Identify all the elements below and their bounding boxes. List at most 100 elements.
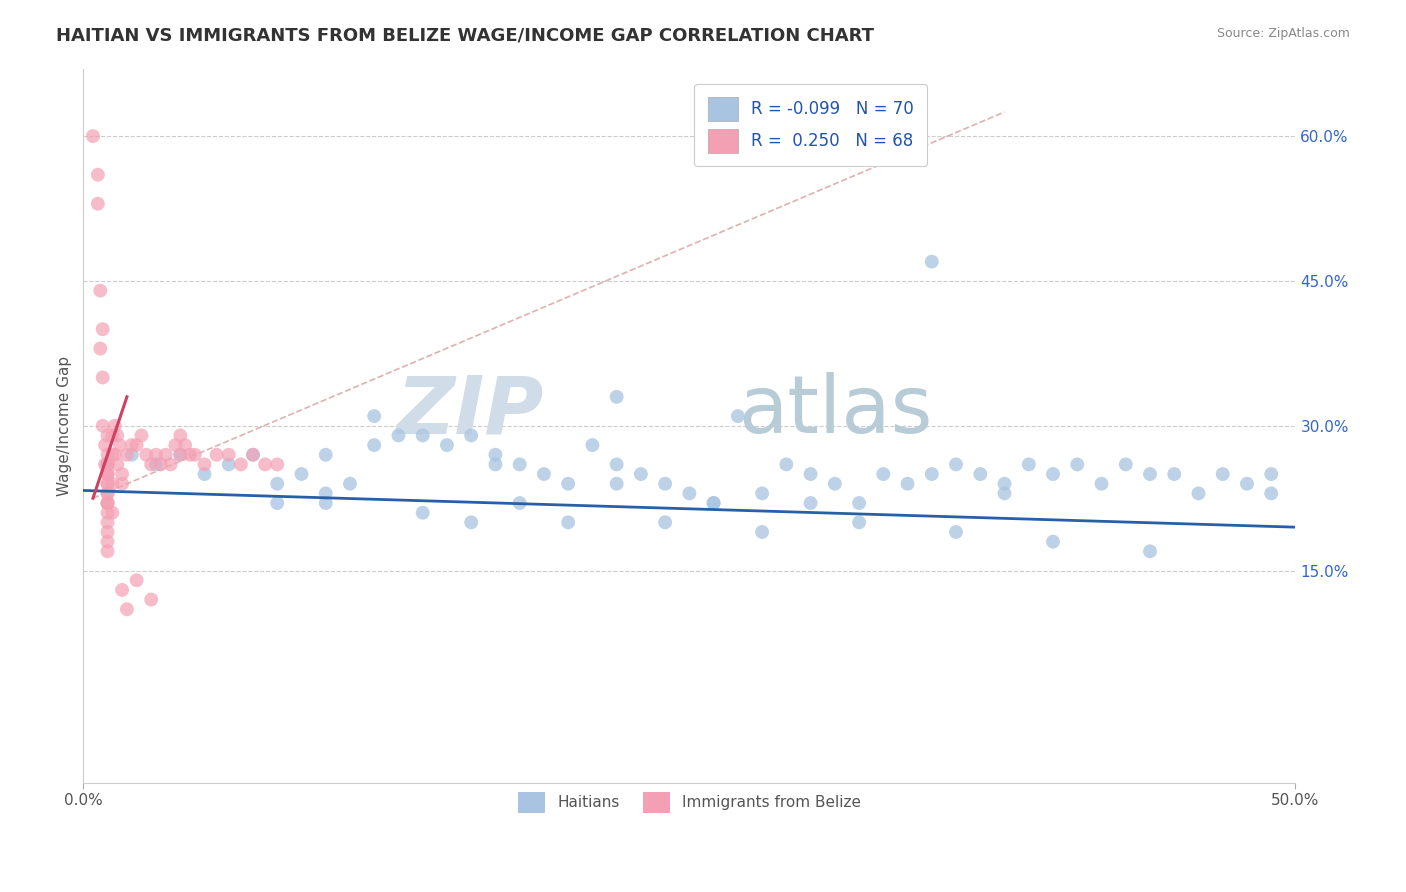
Point (91, 370, 114, 384)
Point (205, 448, 228, 462)
Point (460, 428, 482, 442)
Point (557, 516, 579, 530)
Point (1187, 486, 1209, 500)
Text: atlas: atlas (738, 373, 932, 450)
Point (229, 458, 252, 472)
Point (96, 496, 118, 510)
Point (96, 486, 118, 500)
Point (1260, 486, 1282, 500)
Point (104, 448, 127, 462)
Point (606, 390, 628, 404)
Point (509, 496, 531, 510)
Point (115, 448, 138, 462)
Point (1066, 458, 1088, 472)
Point (703, 496, 725, 510)
Point (1042, 534, 1064, 549)
Point (96, 506, 118, 520)
Point (111, 476, 134, 491)
Point (96, 476, 118, 491)
Point (149, 458, 172, 472)
Point (108, 438, 131, 452)
Point (141, 458, 163, 472)
Point (606, 458, 628, 472)
Point (96, 496, 118, 510)
Point (169, 448, 191, 462)
Point (174, 438, 197, 452)
Point (115, 602, 138, 616)
Point (921, 467, 943, 481)
Point (969, 467, 991, 481)
Point (363, 438, 385, 452)
Point (101, 506, 124, 520)
Point (581, 438, 603, 452)
Point (630, 467, 652, 481)
Point (91, 418, 114, 433)
Point (218, 448, 240, 462)
Point (775, 458, 797, 472)
Point (96, 448, 118, 462)
Point (121, 448, 143, 462)
Point (111, 582, 134, 597)
Point (111, 467, 134, 481)
Point (94, 438, 117, 452)
Text: ZIP: ZIP (396, 373, 544, 450)
Point (1090, 476, 1112, 491)
Point (266, 476, 288, 491)
Point (1260, 467, 1282, 481)
Point (96, 544, 118, 558)
Point (1042, 467, 1064, 481)
Point (484, 448, 506, 462)
Point (179, 448, 201, 462)
Point (96, 467, 118, 481)
Point (165, 438, 187, 452)
Point (87, 196, 110, 211)
Point (1139, 544, 1161, 558)
Point (993, 486, 1015, 500)
Point (96, 458, 118, 472)
Point (266, 496, 288, 510)
Point (96, 516, 118, 530)
Point (751, 524, 773, 539)
Point (242, 448, 264, 462)
Point (800, 467, 823, 481)
Point (896, 476, 918, 491)
Point (96, 428, 118, 442)
Point (91, 322, 114, 336)
Point (533, 467, 555, 481)
Point (89, 342, 111, 356)
Point (101, 476, 124, 491)
Point (96, 534, 118, 549)
Point (678, 486, 700, 500)
Point (105, 428, 128, 442)
Point (101, 428, 124, 442)
Point (125, 574, 148, 588)
Point (242, 448, 264, 462)
Point (1115, 458, 1137, 472)
Point (315, 496, 337, 510)
Text: Source: ZipAtlas.com: Source: ZipAtlas.com (1216, 27, 1350, 40)
Point (921, 254, 943, 268)
Point (412, 428, 434, 442)
Point (135, 448, 157, 462)
Point (94, 458, 117, 472)
Point (104, 418, 127, 433)
Text: HAITIAN VS IMMIGRANTS FROM BELIZE WAGE/INCOME GAP CORRELATION CHART: HAITIAN VS IMMIGRANTS FROM BELIZE WAGE/I… (56, 27, 875, 45)
Point (96, 467, 118, 481)
Point (155, 448, 177, 462)
Y-axis label: Wage/Income Gap: Wage/Income Gap (58, 356, 72, 496)
Point (654, 476, 676, 491)
Point (872, 467, 894, 481)
Point (89, 284, 111, 298)
Point (121, 438, 143, 452)
Point (96, 486, 118, 500)
Point (509, 458, 531, 472)
Point (193, 467, 215, 481)
Point (96, 467, 118, 481)
Legend: Haitians, Immigrants from Belize: Haitians, Immigrants from Belize (505, 780, 873, 825)
Point (1212, 467, 1234, 481)
Point (412, 506, 434, 520)
Point (606, 476, 628, 491)
Point (159, 458, 181, 472)
Point (557, 476, 579, 491)
Point (1139, 467, 1161, 481)
